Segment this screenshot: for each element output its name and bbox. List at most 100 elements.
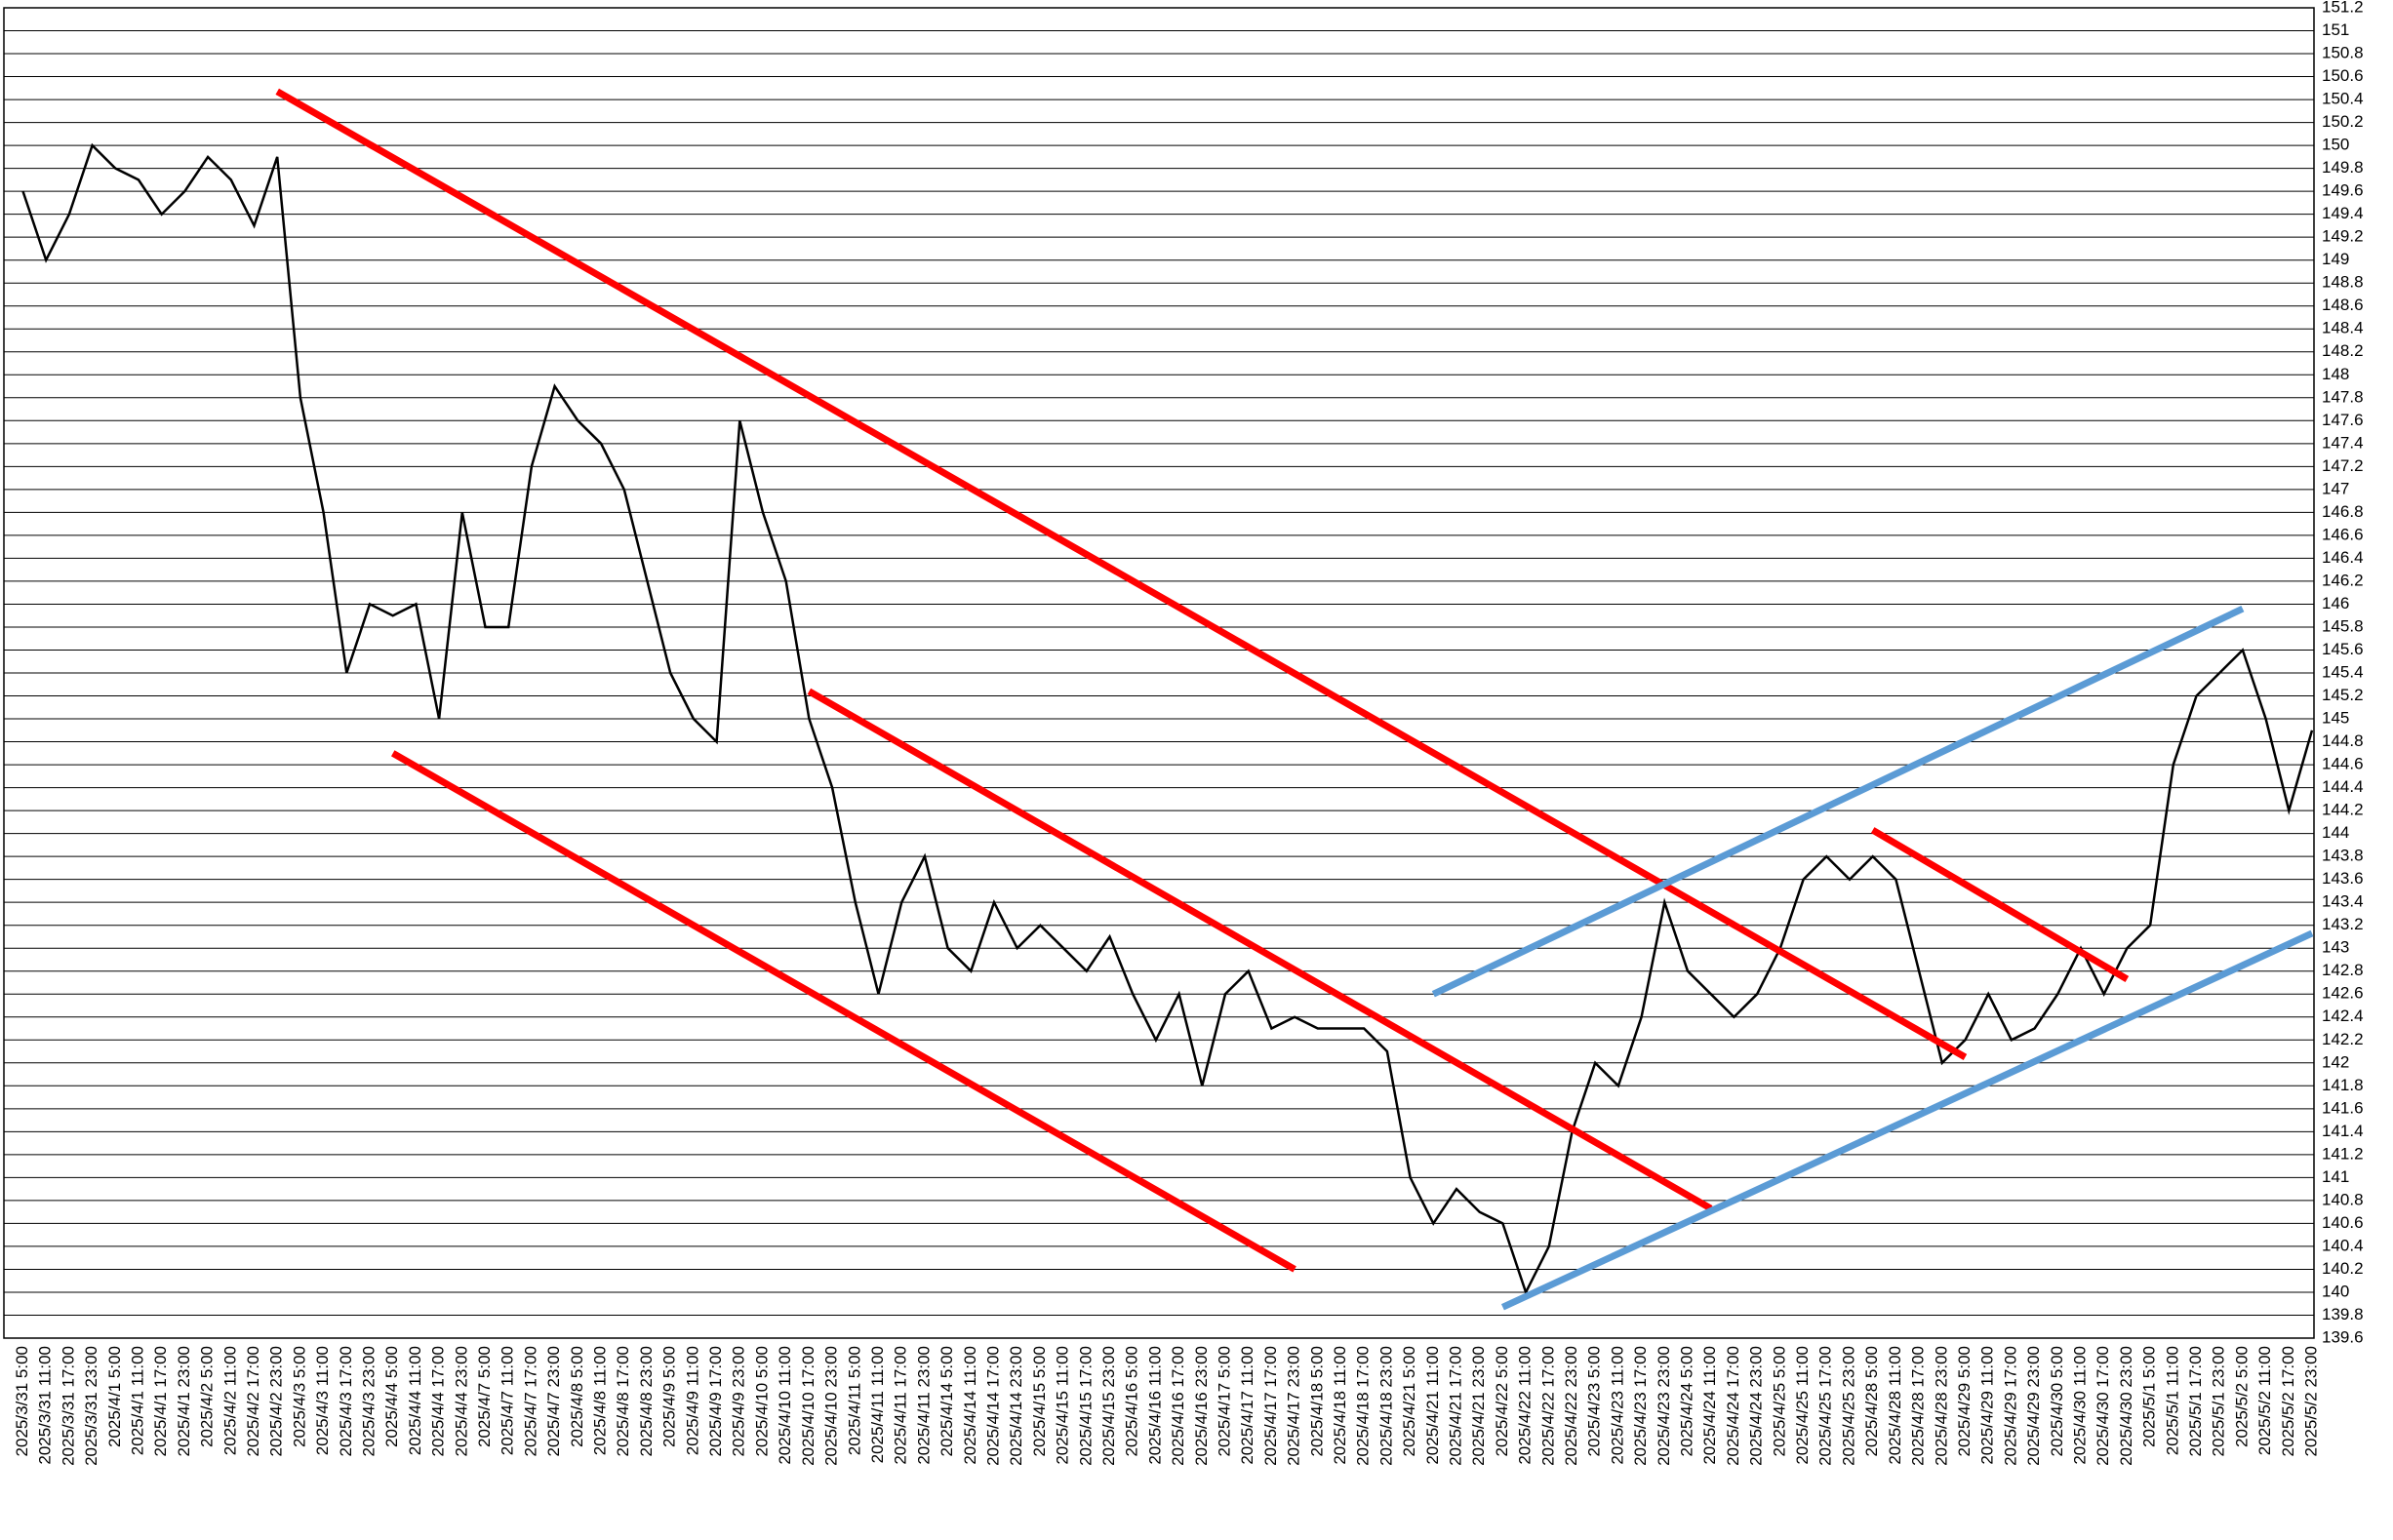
x-tick-label: 2025/4/23 17:00	[1631, 1346, 1650, 1466]
x-tick-label: 2025/4/16 5:00	[1123, 1346, 1141, 1456]
x-tick-label: 2025/4/9 5:00	[660, 1346, 679, 1447]
y-tick-label: 142.2	[2322, 1030, 2364, 1048]
x-tick-label: 2025/5/1 5:00	[2140, 1346, 2159, 1447]
y-tick-label: 143.6	[2322, 869, 2364, 888]
y-tick-label: 141	[2322, 1167, 2349, 1186]
x-tick-label: 2025/4/2 5:00	[198, 1346, 217, 1447]
y-tick-label: 150	[2322, 136, 2349, 154]
y-tick-label: 143.2	[2322, 915, 2364, 933]
y-tick-label: 146.4	[2322, 548, 2364, 567]
y-tick-label: 144.8	[2322, 731, 2364, 750]
x-tick-label: 2025/4/25 11:00	[1793, 1346, 1812, 1465]
x-tick-label: 2025/4/14 11:00	[961, 1346, 979, 1465]
x-tick-label: 2025/4/8 23:00	[637, 1346, 656, 1456]
x-tick-label: 2025/4/14 5:00	[937, 1346, 956, 1456]
x-tick-label: 2025/4/25 23:00	[1839, 1346, 1857, 1466]
y-tick-label: 147.8	[2322, 387, 2364, 406]
y-tick-label: 140.4	[2322, 1236, 2364, 1254]
x-tick-label: 2025/4/4 5:00	[382, 1346, 401, 1447]
trend-line	[1500, 929, 2314, 1311]
x-tick-label: 2025/4/22 5:00	[1493, 1346, 1511, 1456]
y-tick-label: 148	[2322, 365, 2349, 383]
y-tick-label: 142.4	[2322, 1007, 2364, 1025]
x-tick-label: 2025/4/17 17:00	[1261, 1346, 1280, 1466]
x-tick-label: 2025/4/29 17:00	[2001, 1346, 2019, 1466]
x-tick-label: 2025/4/18 5:00	[1307, 1346, 1326, 1456]
y-tick-label: 150.4	[2322, 90, 2364, 108]
y-tick-label: 148.6	[2322, 296, 2364, 314]
x-tick-label: 2025/4/7 5:00	[475, 1346, 494, 1447]
y-tick-label: 144	[2322, 823, 2349, 842]
y-tick-label: 147	[2322, 479, 2349, 497]
y-tick-label: 142.6	[2322, 984, 2364, 1003]
x-tick-label: 2025/5/1 17:00	[2186, 1346, 2205, 1456]
x-tick-label: 2025/4/25 5:00	[1770, 1346, 1788, 1456]
y-tick-label: 145.8	[2322, 616, 2364, 635]
x-tick-label: 2025/4/21 23:00	[1469, 1346, 1488, 1466]
trend-line	[1431, 605, 2245, 998]
x-tick-label: 2025/4/1 17:00	[151, 1346, 170, 1456]
x-tick-label: 2025/4/8 5:00	[568, 1346, 586, 1447]
price-line	[21, 142, 2314, 1296]
x-tick-label: 2025/4/15 17:00	[1076, 1346, 1095, 1466]
x-tick-label: 2025/4/11 23:00	[914, 1346, 933, 1465]
x-tick-label: 2025/4/21 5:00	[1400, 1346, 1418, 1456]
x-tick-label: 2025/4/30 11:00	[2070, 1346, 2089, 1465]
y-tick-label: 148.4	[2322, 319, 2364, 337]
y-tick-label: 145.4	[2322, 662, 2364, 681]
x-tick-label: 2025/4/14 23:00	[1007, 1346, 1025, 1466]
y-tick-label: 141.2	[2322, 1144, 2364, 1163]
x-tick-label: 2025/4/2 17:00	[244, 1346, 262, 1456]
x-tick-label: 2025/4/30 17:00	[2094, 1346, 2112, 1466]
x-tick-label: 2025/4/10 11:00	[776, 1346, 794, 1465]
x-tick-label: 2025/4/16 23:00	[1192, 1346, 1211, 1466]
x-tick-label: 2025/4/30 23:00	[2117, 1346, 2135, 1466]
x-tick-label: 2025/4/4 23:00	[452, 1346, 470, 1456]
y-tick-label: 139.6	[2322, 1327, 2364, 1346]
y-tick-label: 147.4	[2322, 433, 2364, 452]
x-tick-label: 2025/4/18 11:00	[1331, 1346, 1349, 1465]
y-tick-label: 140.6	[2322, 1213, 2364, 1232]
trend-line	[390, 750, 1296, 1273]
x-tick-label: 2025/4/15 11:00	[1054, 1346, 1072, 1465]
x-tick-label: 2025/4/9 11:00	[683, 1346, 701, 1455]
x-tick-label: 2025/4/7 11:00	[499, 1346, 517, 1455]
x-tick-label: 2025/4/18 17:00	[1354, 1346, 1373, 1466]
y-tick-label: 148.2	[2322, 341, 2364, 360]
x-tick-label: 2025/3/31 11:00	[36, 1346, 55, 1465]
x-tick-label: 2025/4/3 5:00	[290, 1346, 308, 1447]
x-tick-label: 2025/4/21 11:00	[1423, 1346, 1442, 1465]
x-tick-label: 2025/4/23 23:00	[1655, 1346, 1673, 1466]
x-tick-label: 2025/5/2 23:00	[2301, 1346, 2320, 1456]
trend-line	[1870, 827, 2130, 982]
y-tick-label: 150.6	[2322, 66, 2364, 85]
x-tick-label: 2025/4/23 5:00	[1585, 1346, 1604, 1456]
y-tick-label: 143.4	[2322, 892, 2364, 911]
y-tick-label: 146.6	[2322, 525, 2364, 543]
x-tick-label: 2025/4/28 5:00	[1862, 1346, 1881, 1456]
y-tick-label: 145.2	[2322, 686, 2364, 704]
y-tick-label: 145.6	[2322, 640, 2364, 658]
y-tick-label: 144.6	[2322, 755, 2364, 773]
x-tick-label: 2025/4/1 23:00	[175, 1346, 193, 1456]
x-tick-label: 2025/4/4 11:00	[406, 1346, 424, 1455]
x-tick-label: 2025/4/11 17:00	[892, 1346, 910, 1465]
x-tick-label: 2025/3/31 5:00	[13, 1346, 31, 1456]
x-tick-label: 2025/4/25 17:00	[1816, 1346, 1835, 1466]
x-tick-label: 2025/3/31 17:00	[59, 1346, 77, 1466]
x-tick-label: 2025/4/29 5:00	[1955, 1346, 1974, 1456]
x-tick-label: 2025/4/9 23:00	[730, 1346, 748, 1456]
y-tick-label: 142.8	[2322, 961, 2364, 979]
x-tick-label: 2025/4/11 11:00	[868, 1346, 887, 1463]
x-tick-label: 2025/4/7 17:00	[521, 1346, 539, 1456]
x-tick-label: 2025/4/14 17:00	[983, 1346, 1002, 1466]
y-tick-label: 149.2	[2322, 227, 2364, 246]
x-tick-label: 2025/4/4 17:00	[429, 1346, 448, 1456]
x-tick-label: 2025/4/22 11:00	[1516, 1346, 1535, 1465]
y-tick-label: 151.2	[2322, 0, 2364, 16]
x-tick-label: 2025/4/3 17:00	[337, 1346, 355, 1456]
y-tick-label: 147.2	[2322, 456, 2364, 475]
y-tick-label: 141.8	[2322, 1076, 2364, 1094]
x-tick-label: 2025/4/28 11:00	[1886, 1346, 1904, 1465]
x-tick-label: 2025/4/7 23:00	[544, 1346, 563, 1456]
